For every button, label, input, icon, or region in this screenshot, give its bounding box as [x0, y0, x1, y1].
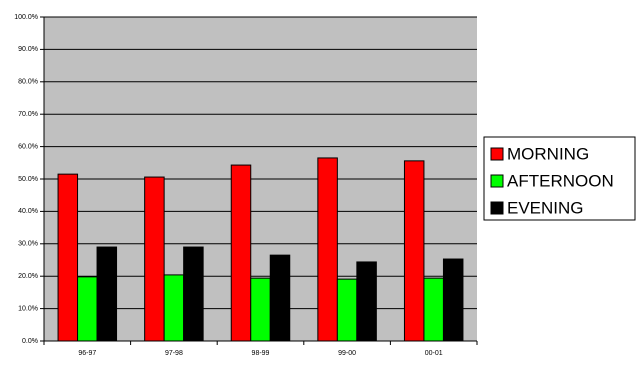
legend-swatch	[490, 147, 504, 161]
y-tick-label: 40.0%	[18, 208, 38, 215]
bar	[250, 277, 271, 342]
x-tick-label: 00-01	[425, 350, 443, 357]
bar	[269, 254, 291, 342]
bar	[403, 160, 425, 342]
bar	[336, 278, 358, 342]
x-tick-label: 98-99	[252, 350, 270, 357]
legend-label: AFTERNOON	[507, 171, 614, 190]
y-tick-label: 30.0%	[18, 241, 38, 248]
legend-swatch	[490, 201, 504, 215]
bar	[77, 276, 98, 342]
bar	[96, 246, 118, 342]
bar	[442, 258, 464, 342]
legend	[483, 136, 636, 221]
x-tick-label: 97-98	[165, 350, 183, 357]
bar	[183, 246, 204, 342]
y-tick-label: 20.0%	[18, 273, 38, 280]
x-tick-label: 96-97	[78, 350, 96, 357]
y-tick-label: 90.0%	[18, 46, 38, 53]
legend-label: EVENING	[507, 198, 584, 217]
bar	[144, 176, 165, 342]
bar	[356, 261, 377, 342]
y-tick-label: 0.0%	[22, 338, 38, 345]
legend-label: MORNING	[507, 144, 589, 163]
y-tick-label: 70.0%	[18, 111, 38, 118]
y-tick-label: 80.0%	[18, 79, 38, 86]
y-tick-label: 10.0%	[18, 305, 38, 312]
bar	[423, 277, 444, 342]
bar	[163, 274, 185, 342]
bar	[317, 157, 338, 342]
y-tick-label: 50.0%	[18, 176, 38, 183]
y-tick-label: 100.0%	[14, 14, 38, 21]
y-tick-label: 60.0%	[18, 143, 38, 150]
legend-swatch	[490, 174, 504, 188]
bar	[230, 164, 252, 342]
x-tick-label: 99-00	[338, 350, 356, 357]
bar	[57, 173, 79, 342]
